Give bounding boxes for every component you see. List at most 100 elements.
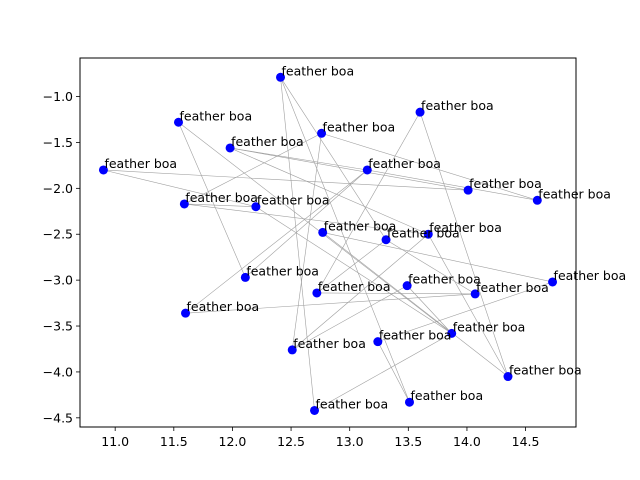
point-label: feather boa xyxy=(453,319,526,334)
y-tick-label: −4.5 xyxy=(43,410,73,425)
data-point xyxy=(381,235,391,245)
edge-line xyxy=(316,239,387,294)
x-tick-label: 11.0 xyxy=(101,434,129,449)
edge-line xyxy=(419,112,509,377)
x-tick-label: 13.0 xyxy=(336,434,364,449)
point-label: feather boa xyxy=(231,134,304,149)
edge-line xyxy=(427,234,509,377)
edge-line xyxy=(229,147,429,235)
edge-line xyxy=(184,203,256,208)
x-tick-label: 13.5 xyxy=(394,434,422,449)
data-point xyxy=(463,185,473,195)
data-point xyxy=(173,117,183,127)
point-label: feather boa xyxy=(476,280,549,295)
point-label: feather boa xyxy=(282,63,355,78)
edge-line xyxy=(322,232,509,377)
data-point xyxy=(276,72,286,82)
edge-line xyxy=(385,239,476,295)
plot-area-frame xyxy=(79,57,577,428)
point-label: feather boa xyxy=(410,388,483,403)
x-tick-label: 12.0 xyxy=(219,434,247,449)
data-point xyxy=(373,337,383,347)
edge-line xyxy=(291,133,322,350)
x-tick-label: 12.5 xyxy=(277,434,305,449)
y-tick-label: −1.0 xyxy=(43,89,73,104)
edge-line xyxy=(316,292,476,295)
y-tick-label: −2.5 xyxy=(43,227,73,242)
point-label: feather boa xyxy=(324,218,397,233)
edge-line xyxy=(377,281,553,342)
point-label: feather boa xyxy=(187,299,260,314)
edge-line xyxy=(377,341,410,403)
edge-line xyxy=(185,293,476,314)
point-label: feather boa xyxy=(179,108,252,123)
y-tick-label: −3.0 xyxy=(43,273,73,288)
edge-line xyxy=(230,147,469,191)
data-point xyxy=(503,372,513,382)
x-tick-label: 14.5 xyxy=(512,434,540,449)
edge-line xyxy=(316,112,421,294)
point-label: feather boa xyxy=(421,98,494,113)
data-point xyxy=(404,397,414,407)
y-axis: −1.0 −1.5 −2.0 −2.5 −3.0 −3.5 −4.0 −4.5 xyxy=(43,89,80,425)
point-label: feather boa xyxy=(379,328,452,343)
data-point xyxy=(179,199,189,209)
edge-line xyxy=(103,169,256,207)
y-tick-label: −4.0 xyxy=(43,364,73,379)
y-tick-label: −3.5 xyxy=(43,319,73,334)
data-point xyxy=(362,165,372,175)
edge-line xyxy=(292,234,429,351)
data-point xyxy=(225,143,235,153)
edge-line xyxy=(178,122,246,278)
data-point xyxy=(470,289,480,299)
data-point xyxy=(98,165,108,175)
edge-line xyxy=(280,77,387,240)
point-label: feather boa xyxy=(246,263,319,278)
edge-line xyxy=(314,333,452,411)
x-tick-label: 14.0 xyxy=(453,434,481,449)
edge-line xyxy=(255,206,452,334)
x-axis: 11.0 11.5 12.0 12.5 13.0 13.5 14.0 14.5 xyxy=(101,427,540,449)
edge-line xyxy=(184,203,429,235)
point-label: feather boa xyxy=(538,186,611,201)
edge-line xyxy=(245,169,368,278)
point-label: feather boa xyxy=(368,156,441,171)
edge-line xyxy=(321,132,538,201)
point-label: feather boa xyxy=(293,336,366,351)
edges-layer xyxy=(103,77,553,411)
data-point xyxy=(548,277,558,287)
edge-line xyxy=(280,77,315,411)
data-point xyxy=(181,308,191,318)
point-label: feather boa xyxy=(509,363,582,378)
edge-line xyxy=(103,169,469,191)
data-point xyxy=(287,345,297,355)
edge-line xyxy=(184,133,322,205)
point-label: feather boa xyxy=(387,226,460,241)
point-label: feather boa xyxy=(257,193,330,208)
data-point xyxy=(415,107,425,117)
data-point xyxy=(402,281,412,291)
point-label: feather boa xyxy=(318,279,391,294)
edge-line xyxy=(185,169,368,314)
y-tick-label: −1.5 xyxy=(43,135,73,150)
point-label: feather boa xyxy=(554,268,627,283)
point-label: feather boa xyxy=(469,176,542,191)
edge-line xyxy=(367,169,538,201)
data-point xyxy=(251,202,261,212)
edge-line xyxy=(406,285,452,334)
data-point xyxy=(447,328,457,338)
data-point xyxy=(240,272,250,282)
point-label: feather boa xyxy=(323,119,396,134)
data-point xyxy=(310,405,320,415)
edge-line xyxy=(280,77,410,403)
point-label: feather boa xyxy=(429,220,502,235)
data-point xyxy=(318,227,328,237)
points-layer xyxy=(98,72,558,415)
edge-line xyxy=(292,285,408,351)
edge-line xyxy=(178,122,452,334)
data-point xyxy=(312,288,322,298)
point-label: feather boa xyxy=(104,156,177,171)
x-tick-label: 11.5 xyxy=(160,434,188,449)
